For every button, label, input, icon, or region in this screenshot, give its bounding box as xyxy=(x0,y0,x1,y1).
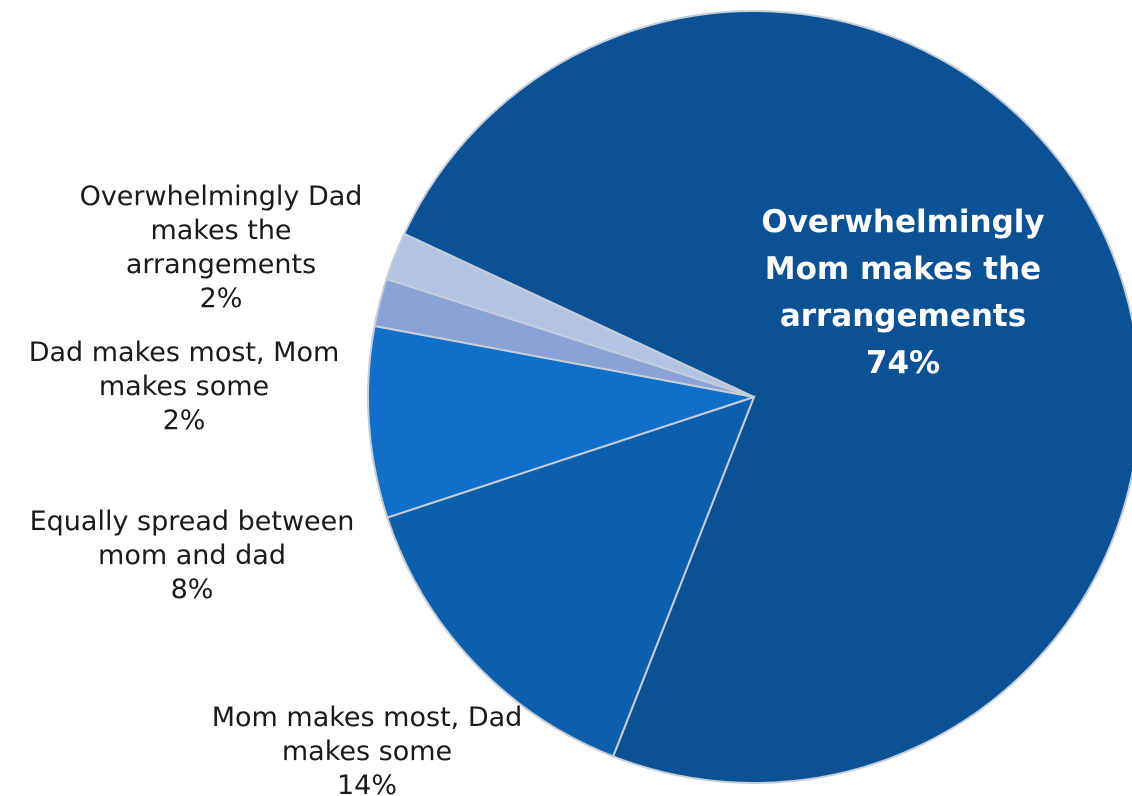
slice-label-3: Dad makes most, Mom makes some 2% xyxy=(29,337,340,436)
slice-category-label: Overwhelmingly Dad xyxy=(80,181,363,212)
slice-value-label: 14% xyxy=(337,770,397,796)
pie-slices xyxy=(367,10,1132,784)
slice-category-label: makes the xyxy=(150,215,291,246)
slice-category-label: mom and dad xyxy=(98,540,286,571)
slice-value-label: 2% xyxy=(163,405,206,436)
pie-slice-2 xyxy=(367,324,755,519)
slice-category-label: arrangements xyxy=(126,249,316,280)
pie-slice-1 xyxy=(386,395,756,758)
pie-slice-4 xyxy=(385,232,755,398)
slice-category-label: Mom makes most, Dad xyxy=(212,702,523,733)
slice-value-label: 2% xyxy=(200,283,243,314)
slice-label-0: Overwhelmingly Mom makes the arrangements 7… xyxy=(761,204,1044,381)
slice-category-label: arrangements xyxy=(780,298,1026,334)
pie-slice-0 xyxy=(402,10,1132,784)
slice-category-label: makes some xyxy=(99,371,269,402)
slice-label-2: Equally spread between mom and dad 8% xyxy=(30,506,355,605)
slice-label-4: Overwhelmingly Dad makes the arrangements 2… xyxy=(80,181,363,314)
slice-label-1: Mom makes most, Dad makes some 14% xyxy=(212,702,523,796)
slice-category-label: Mom makes the xyxy=(765,251,1041,287)
slice-value-label: 8% xyxy=(171,574,214,605)
slice-value-label: 74% xyxy=(866,345,940,381)
pie-labels: Overwhelmingly Mom makes the arrangements 7… xyxy=(29,181,1045,796)
slice-category-label: Equally spread between xyxy=(30,506,355,537)
slice-category-label: makes some xyxy=(282,736,452,767)
slice-category-label: Overwhelmingly xyxy=(761,204,1044,240)
slice-category-label: Dad makes most, Mom xyxy=(29,337,340,368)
